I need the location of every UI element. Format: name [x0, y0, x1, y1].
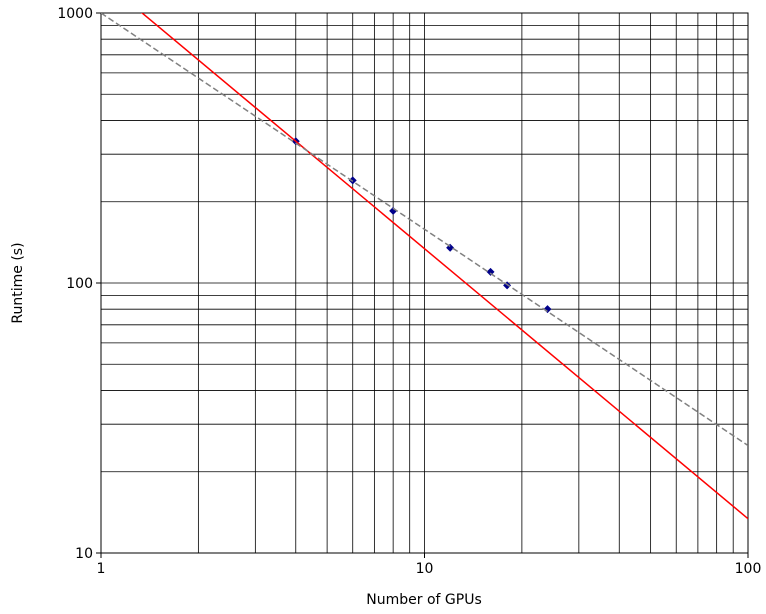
plot-area — [101, 13, 748, 520]
data-point — [348, 176, 357, 185]
data-point — [486, 267, 495, 276]
data-point — [543, 305, 552, 314]
fit-line — [140, 13, 748, 520]
y-axis-label: Runtime (s) — [10, 242, 26, 323]
x-tick-label: 1 — [97, 561, 106, 577]
plot-frame — [100, 12, 749, 554]
x-tick-label: 10 — [416, 561, 434, 577]
x-axis-label: Number of GPUs — [366, 592, 481, 608]
fit-line — [101, 13, 748, 447]
y-tick-label: 1000 — [57, 6, 93, 22]
x-tick-label: 100 — [735, 561, 762, 577]
y-tick-label: 10 — [75, 546, 93, 562]
y-tick-label: 100 — [66, 276, 93, 292]
